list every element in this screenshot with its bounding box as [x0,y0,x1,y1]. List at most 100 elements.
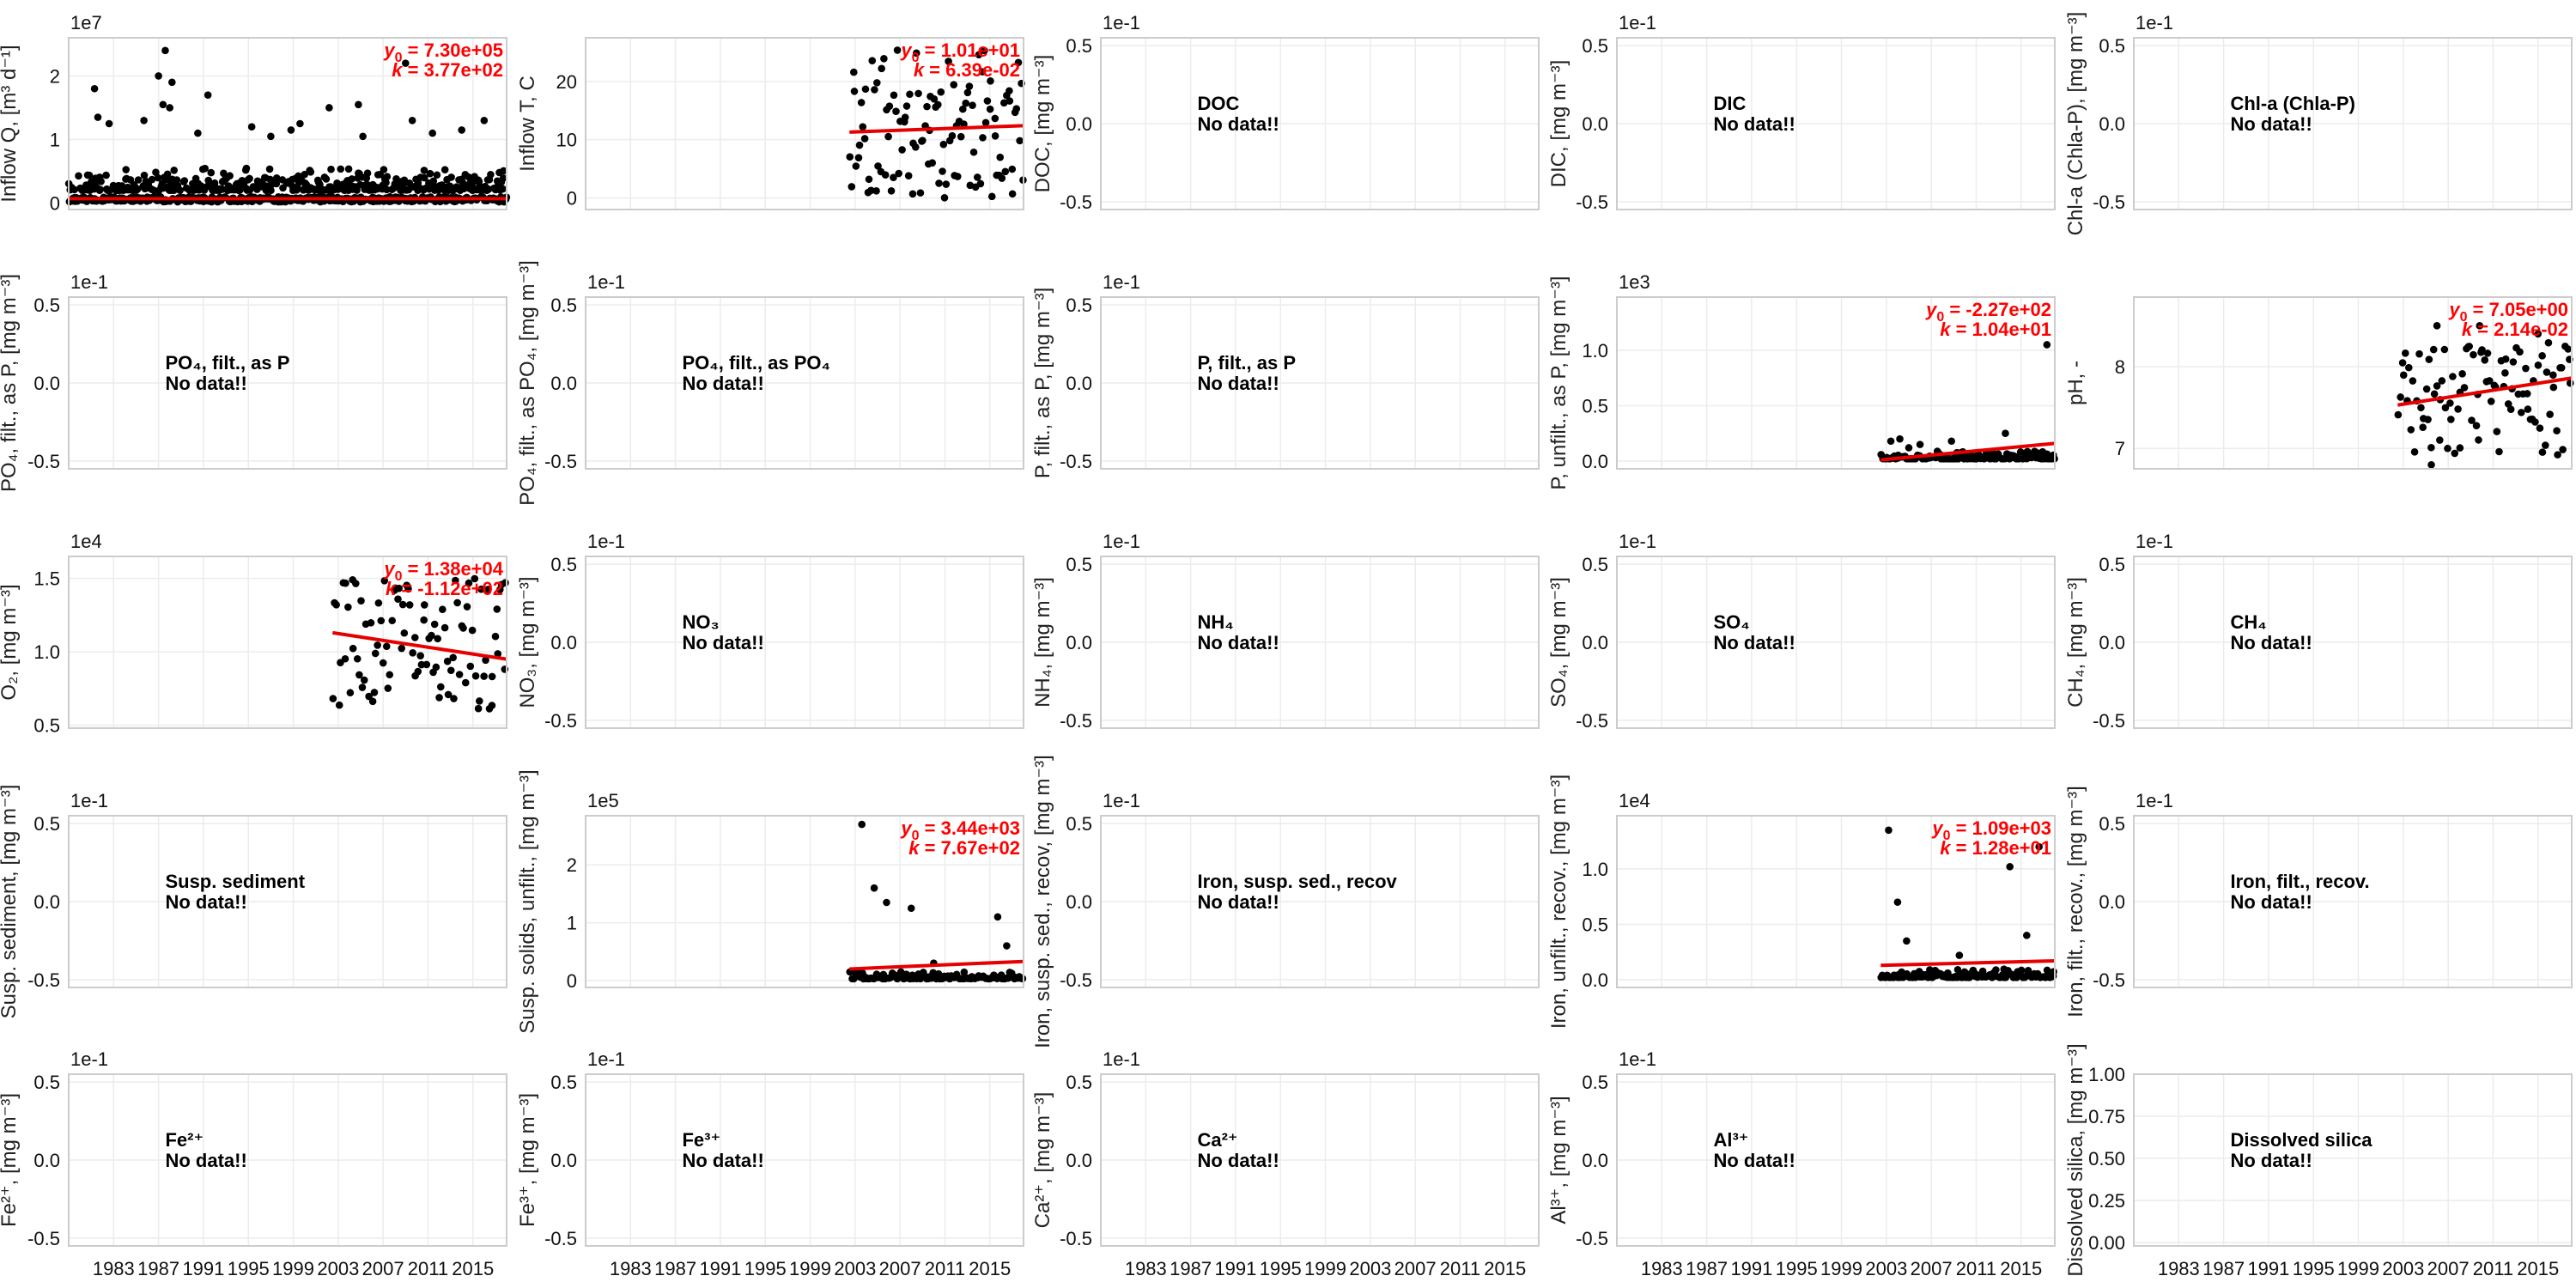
data-point [986,105,994,113]
variable-label: DOC [1197,93,1239,114]
x-tick-label: 2011 [1956,1258,1996,1279]
y-tick-label: 0.5 [2099,554,2125,575]
data-point [348,175,356,183]
data-point [2446,399,2454,407]
data-point [850,68,858,76]
subplot-8: -0.5 0.0 0.5 1e-1 P, filt., as P, [mg m⁻³] P,… [1031,271,1540,478]
y-tick-label: 0 [50,193,60,215]
axis-multiplier: 1e-1 [1103,271,1140,293]
data-point [919,137,927,144]
data-point [488,702,496,709]
data-point [395,584,403,592]
variable-label: SO₄ [1713,611,1749,633]
trend-line [849,959,1024,971]
y-tick-label: 0.5 [1582,35,1608,57]
data-point [2501,369,2509,377]
data-point [447,173,455,181]
data-point [2438,377,2446,385]
variable-label: NH₄ [1197,611,1233,633]
variable-label: Iron, filt., recov. [2230,871,2369,892]
x-tick-label: 1987 [1686,1258,1728,1279]
data-point [398,644,406,653]
data-point [337,165,345,173]
data-point [370,689,379,696]
subplot-9: 0.0 0.5 1.0 1e3 P, unfilt., as P, [mg m⁻³] y0… [1547,271,2058,490]
axes-frame [585,556,1024,729]
data-point [1903,937,1911,945]
subplot-19: 0.0 0.5 1.0 1e4 Iron, unfilt., recov., [mg m… [1547,775,2057,1029]
y-axis-label: P, unfilt., as P, [mg m⁻³] [1547,276,1571,489]
data-point [2557,364,2566,372]
data-point [2399,371,2408,380]
y-tick-label: 0.0 [1066,632,1092,653]
data-point [2002,429,2009,438]
trend-line [1880,959,2056,968]
data-point [134,185,142,193]
data-point [287,126,295,134]
data-point [987,76,994,85]
data-point [444,690,453,699]
data-point [2501,355,2510,363]
y-axis-label: CH₄, [mg m⁻³] [2064,577,2087,708]
data-point [404,585,412,593]
data-point [360,676,368,684]
data-point [902,102,911,110]
no-data-label: No data!! [1713,632,1795,653]
x-tick-label: 1991 [1730,1258,1772,1279]
data-point [885,102,894,110]
x-tick-label: 2015 [452,1258,494,1279]
y-tick-label: 0 [567,187,577,209]
y-tick-label: 0.0 [2099,632,2125,653]
y-axis-label: SO₄, [mg m⁻³] [1547,577,1571,708]
subplot-24: -0.5 0.0 0.5 1e-1 Al³⁺, [mg m⁻³] 1983 1987 1991… [1547,1048,2056,1279]
y-tick-label: -0.5 [27,451,60,472]
axes-frame [2133,1073,2573,1247]
variable-label: PO₄, filt., as P [165,352,289,374]
data-point [488,672,496,681]
data-point [907,904,915,913]
data-point [2417,404,2425,412]
axis-multiplier: 1e-1 [1103,1048,1140,1070]
subplot-2: 0 10 20 Inflow T, C y0 = 1.01e+01k = 6.39e-0… [516,37,1027,210]
data-point [377,617,386,625]
y-axis-label: Fe³⁺, [mg m⁻³] [516,1093,539,1227]
data-point [480,116,489,125]
y-tick-label: -0.5 [544,710,577,732]
axis-multiplier: 1e-1 [1619,1048,1656,1070]
data-point [1893,898,1902,906]
variable-label: NO₃ [682,611,719,633]
axes-frame [585,37,1024,210]
data-point [2050,968,2057,975]
y-axis-label: Inflow Q, [m³ d⁻¹] [0,45,21,202]
x-tick-label: 1983 [93,1258,135,1279]
data-point [477,585,485,593]
data-point [168,78,176,87]
data-point [2430,390,2439,398]
fit-intercept-label: y0 = 7.05e+00 [2448,299,2568,325]
variable-label: Fe²⁺ [165,1129,204,1151]
y-tick-label: 0.5 [550,1072,577,1093]
data-point [865,175,873,184]
y-tick-label: 0.5 [33,715,60,737]
data-point [852,162,860,170]
data-point [499,174,507,182]
data-point [2394,410,2403,419]
y-axis-label: PO₄, filt., as P, [mg m⁻³] [0,274,21,492]
data-point [2481,356,2489,364]
data-point [2472,422,2481,430]
data-point [2546,410,2554,418]
data-point [874,162,882,170]
data-point [325,104,333,112]
y-axis-label: DIC, [mg m⁻³] [1547,60,1571,188]
data-point [458,126,465,134]
axes-frame [1100,37,1540,210]
data-point [2543,368,2551,376]
data-point [493,605,501,613]
x-tick-label: 2003 [834,1258,876,1279]
subplot-1: 0 1 2 1e7 Inflow Q, [m³ d⁻¹] y0 = 7.30e+05k =… [0,12,511,215]
data-point [2433,382,2441,390]
data-point [374,598,383,607]
y-axis-label: Fe²⁺, [mg m⁻³] [0,1093,21,1227]
